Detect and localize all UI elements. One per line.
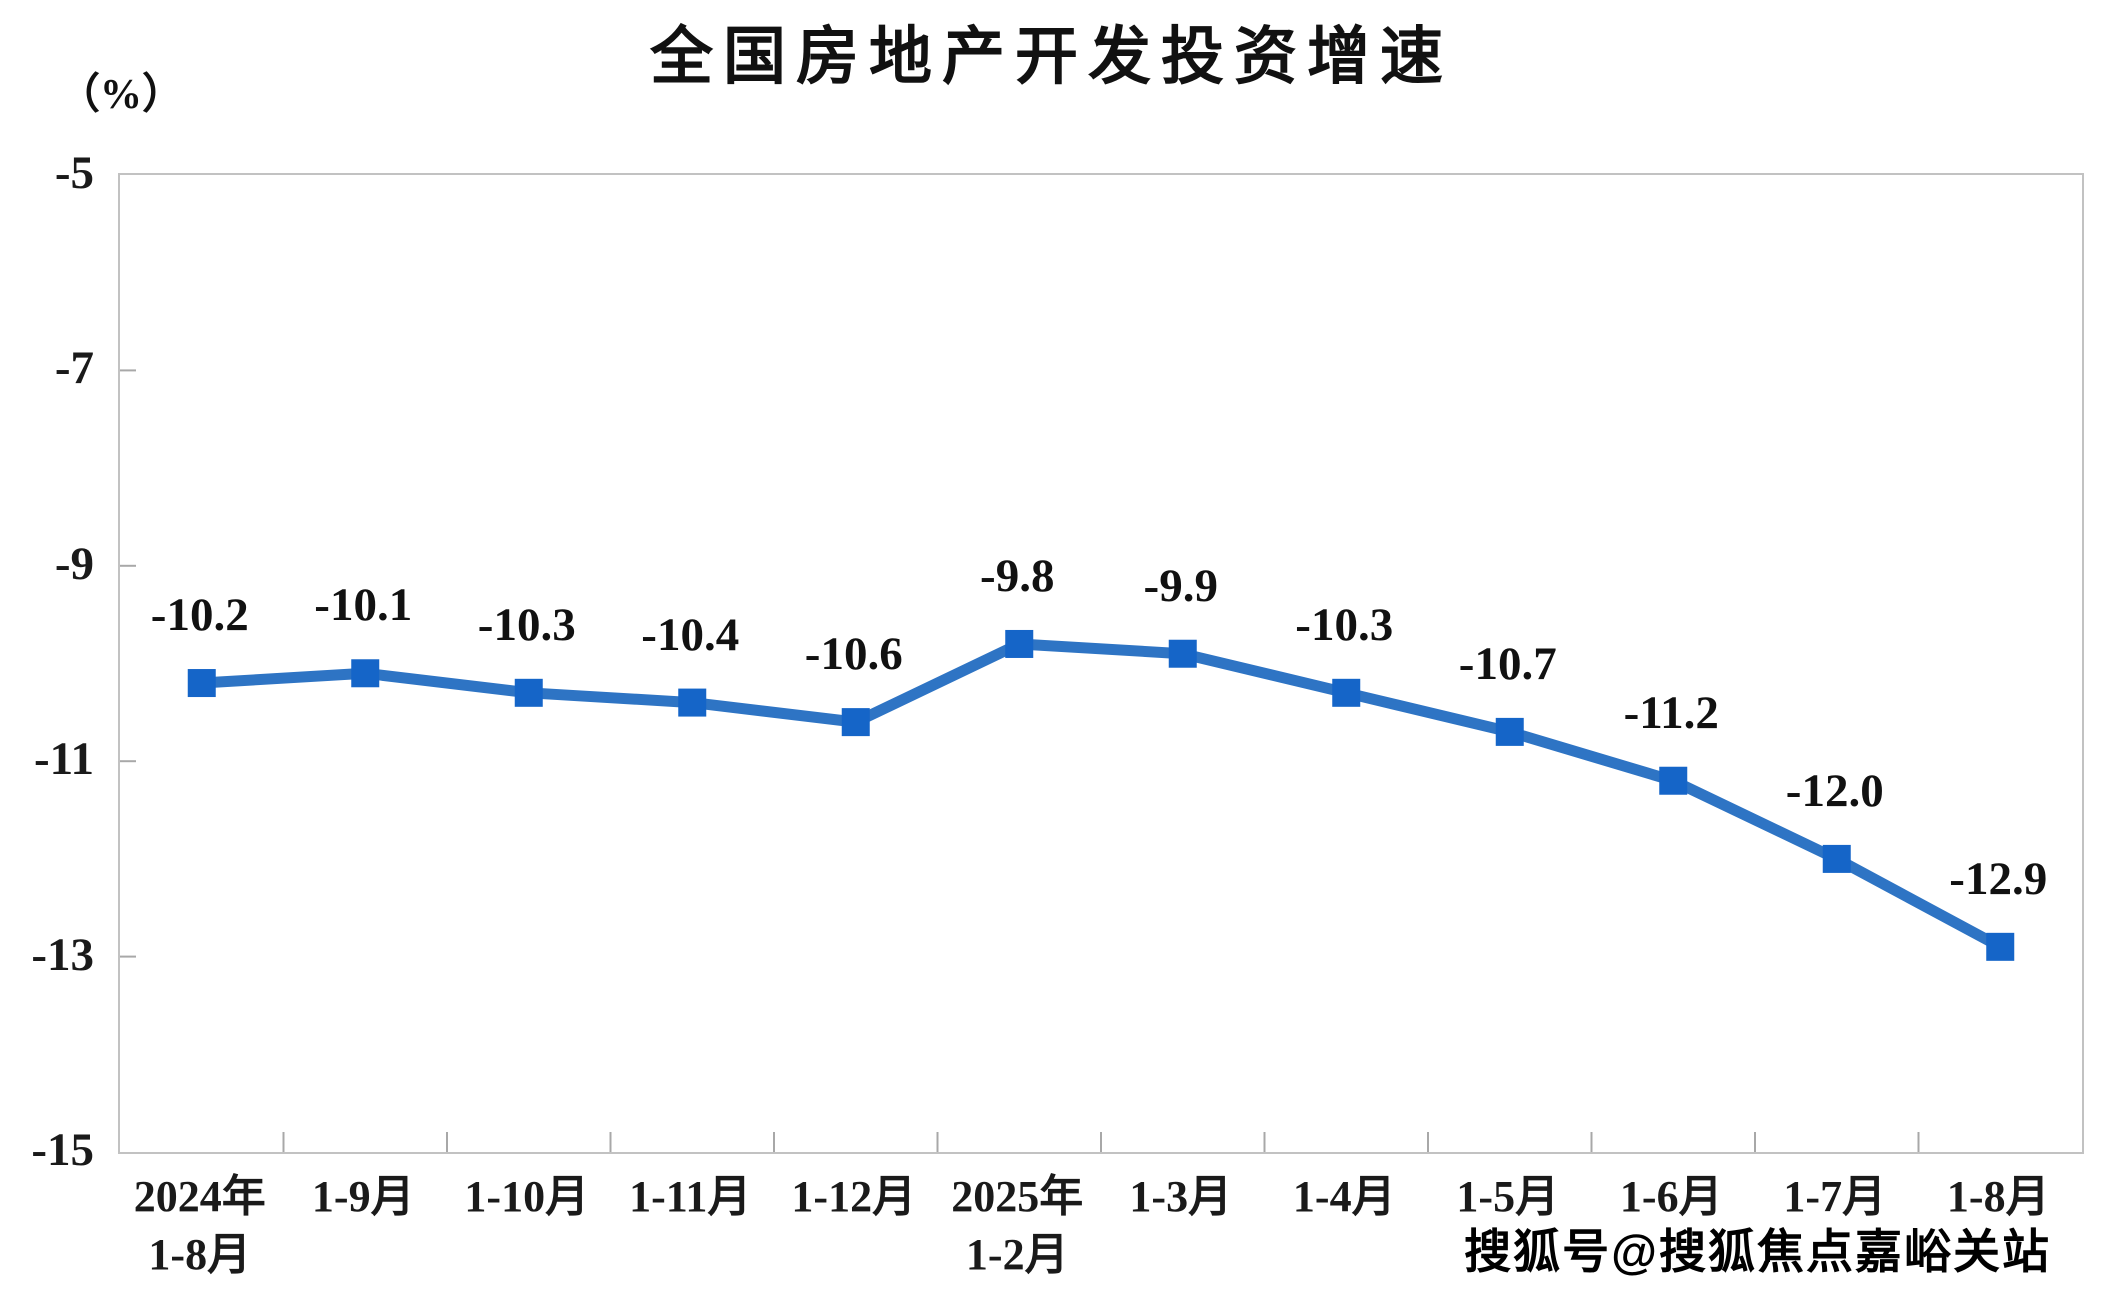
x-axis-label-line: 2025年 [951, 1172, 1084, 1221]
x-axis-label-line: 1-8月 [148, 1230, 252, 1279]
x-axis-category-label: 1-5月 [1368, 1168, 1648, 1226]
y-axis-tick-label: -15 [31, 1124, 94, 1176]
data-point-marker [678, 688, 707, 717]
data-point-marker [187, 669, 216, 698]
data-point-label: -12.9 [1949, 852, 2048, 905]
x-axis-category-label: 1-8月 [1858, 1168, 2103, 1226]
x-axis-label-line: 1-5月 [1456, 1172, 1560, 1221]
data-point-marker [1005, 629, 1034, 658]
y-axis-tick-label: -13 [31, 928, 94, 981]
data-point-label: -10.3 [477, 598, 576, 651]
x-axis-label-line: 1-4月 [1292, 1172, 1396, 1221]
data-point-marker [841, 708, 870, 737]
data-point-label: -9.8 [980, 549, 1055, 602]
line-series-svg [120, 369, 2015, 1152]
data-point-label: -10.3 [1295, 598, 1394, 651]
data-point-marker [1822, 844, 1851, 873]
data-point-marker [351, 659, 380, 688]
data-point-label: -10.1 [314, 579, 413, 632]
data-point-marker [1168, 639, 1197, 668]
x-axis-label-line: 1-11月 [629, 1172, 752, 1221]
watermark: 搜狐号@搜狐焦点嘉峪关站 [1464, 1225, 2051, 1278]
data-point-label: -10.2 [150, 589, 249, 642]
y-axis-tick-label: -9 [54, 537, 94, 590]
y-axis-tick-label: -5 [54, 147, 94, 199]
x-axis-category-label: 1-6月 [1531, 1168, 1811, 1226]
x-axis-label-line: 1-12月 [791, 1172, 917, 1221]
x-axis-label-line: 1-8月 [1946, 1172, 2050, 1221]
data-point-label: -12.0 [1785, 764, 1884, 817]
x-axis-label-line: 1-10月 [464, 1172, 590, 1221]
x-axis-category-label: 1-11月 [550, 1168, 830, 1226]
x-axis-label-line: 1-3月 [1129, 1172, 1233, 1221]
x-axis-label-line: 2024年 [133, 1172, 266, 1221]
y-axis-unit-label: （%） [58, 72, 185, 118]
x-axis-label-line: 1-2月 [965, 1230, 1069, 1279]
x-axis-category-label: 1-4月 [1204, 1168, 1484, 1226]
x-axis-category-label: 1-7月 [1695, 1168, 1975, 1226]
series-line [196, 638, 2006, 953]
x-axis-category-label: 1-9月 [223, 1168, 503, 1226]
x-axis-category-label: 2025年 1-2月 [877, 1168, 1157, 1284]
data-point-marker [1986, 932, 2015, 961]
y-axis-tick-label: -7 [54, 342, 94, 395]
data-point-label: -10.4 [641, 608, 740, 661]
data-point-label: -10.7 [1458, 637, 1557, 690]
x-axis-category-label: 2024年 1-8月 [60, 1168, 340, 1284]
x-axis-category-label: 1-10月 [387, 1168, 667, 1226]
data-point-label: -9.9 [1143, 559, 1218, 612]
y-axis-tick-label: -11 [33, 733, 94, 786]
chart-title: 全国房地产开发投资增速 [650, 22, 1453, 92]
data-point-marker [1659, 766, 1688, 795]
data-point-marker [1495, 717, 1524, 746]
x-axis-label-line: 1-7月 [1783, 1172, 1887, 1221]
data-point-label: -10.6 [804, 628, 903, 681]
data-point-marker [514, 678, 543, 707]
x-axis-category-label: 1-3月 [1041, 1168, 1321, 1226]
x-axis-label-line: 1-6月 [1619, 1172, 1723, 1221]
x-axis-category-label: 1-12月 [714, 1168, 994, 1226]
data-point-marker [1332, 678, 1361, 707]
x-axis-label-line: 1-9月 [311, 1172, 415, 1221]
plot-area [118, 173, 2084, 1154]
data-point-label: -11.2 [1623, 686, 1719, 739]
